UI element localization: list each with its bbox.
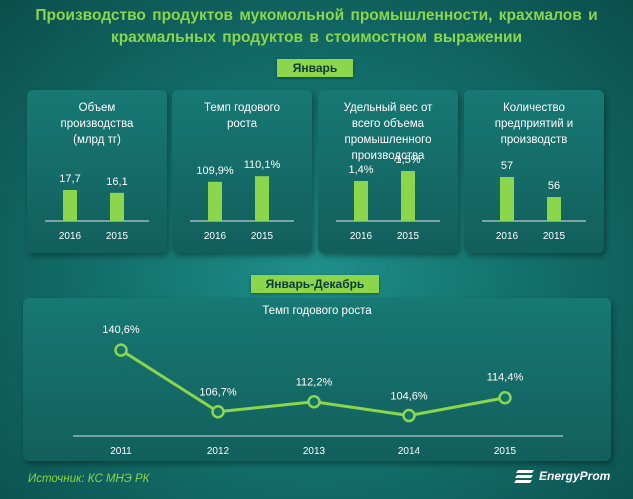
data-point <box>114 343 128 357</box>
data-label: 114,4% <box>487 372 524 384</box>
chart-title-line: Объем <box>78 102 116 114</box>
x-tick-label: 2013 <box>303 446 326 457</box>
source-note: Источник: КС МНЭ РК <box>28 473 150 485</box>
x-tick-label: 2012 <box>207 446 230 457</box>
data-label: 1,4% <box>348 164 373 176</box>
chart-title-line: всего объема <box>351 118 425 130</box>
data-label: 109,9% <box>196 165 234 177</box>
bar <box>547 197 561 221</box>
section-badge-january: Январь <box>277 59 353 77</box>
data-point <box>211 404 225 419</box>
bar-chart-svg: 17,7 2016 16,1 2015 <box>45 173 149 242</box>
title-line-2: крахмальных продуктов в стоимостном выра… <box>110 29 523 46</box>
title-line-1: Производство продуктов мукомольной промы… <box>35 7 598 24</box>
chart-panel-enterprises: Количество предприятий и производств 57 201… <box>464 90 604 253</box>
bar-chart-svg: 57 2016 56 2015 <box>482 160 586 242</box>
data-label: 112,2% <box>296 377 333 389</box>
bar-chart-svg: 1,4% 2016 1,5% 2015 <box>336 154 440 242</box>
x-tick-label: 2015 <box>543 231 566 242</box>
chart-panel-share: Удельный вес от всего объема промышленного… <box>318 90 458 253</box>
x-tick-label: 2016 <box>496 231 519 242</box>
data-label: 16,1 <box>106 176 127 188</box>
chart-title: Объем производства (млрд тг) <box>31 100 163 148</box>
chart-panel-growth: Темп годового роста 109,9% 2016 110,1% 2015 <box>172 90 312 253</box>
x-tick-label: 2015 <box>106 231 129 242</box>
data-label: 106,7% <box>199 387 237 399</box>
chart-title: Удельный вес от всего объема промышленного… <box>322 100 454 164</box>
page-title: Производство продуктов мукомольной промы… <box>10 5 623 49</box>
x-tick-label: 2015 <box>251 231 274 242</box>
chart-title-line: Количество <box>503 102 565 114</box>
chart-title-line: производств <box>500 134 568 146</box>
bar <box>208 181 222 221</box>
x-tick-label: 2015 <box>397 231 420 242</box>
chart-title-line: производства <box>351 150 425 162</box>
chart-title: Темп годового роста <box>176 100 308 132</box>
chart-title-line: роста <box>226 118 258 130</box>
x-tick-label: 2016 <box>204 231 227 242</box>
x-tick-label: 2015 <box>494 446 517 457</box>
data-label: 17,7 <box>59 173 80 185</box>
section-badge-year: Январь-Декабрь <box>251 275 379 293</box>
data-label: 110,1% <box>244 159 281 171</box>
logo-icon <box>514 470 534 483</box>
bar-chart-svg: 109,9% 2016 110,1% 2015 <box>190 159 294 242</box>
x-tick-label: 2016 <box>59 231 82 242</box>
data-label: 140,6% <box>102 324 140 336</box>
chart-title-line: предприятий и <box>494 118 574 130</box>
data-label: 1,5% <box>395 154 420 166</box>
bar <box>354 181 368 221</box>
bar <box>500 177 514 221</box>
line-chart-panel: Темп годового роста 140,6% 2011 106,7% 2012… <box>23 298 611 461</box>
line-chart-svg: 140,6% 2011 106,7% 2012 112,2% 2013 104,6% 2014… <box>73 324 563 457</box>
x-tick-label: 2014 <box>398 446 421 457</box>
logo-text: EnergyProm <box>539 469 611 483</box>
energyprom-logo: EnergyProm <box>514 469 610 483</box>
chart-title-line: (млрд тг) <box>73 134 121 146</box>
bar <box>255 176 269 221</box>
data-point <box>498 390 512 405</box>
bar <box>401 171 415 221</box>
data-label: 104,6% <box>390 391 428 403</box>
chart-panel-volume: Объем производства (млрд тг) 17,7 2016 16,1 2… <box>27 90 167 253</box>
data-label: 57 <box>501 160 513 172</box>
data-point <box>402 408 416 423</box>
chart-title-line: производства <box>60 118 134 130</box>
data-label: 56 <box>548 180 560 192</box>
bar <box>110 192 124 221</box>
chart-title-line: Удельный вес от <box>343 102 433 114</box>
line-chart-title: Темп годового роста <box>262 305 372 317</box>
data-point <box>307 394 321 409</box>
chart-title-line: Темп годового <box>203 102 280 114</box>
bar <box>63 190 77 221</box>
chart-title-line: промышленного <box>344 134 432 146</box>
chart-title: Количество предприятий и производств <box>468 100 600 148</box>
x-tick-label: 2011 <box>110 446 132 457</box>
x-tick-label: 2016 <box>350 231 373 242</box>
